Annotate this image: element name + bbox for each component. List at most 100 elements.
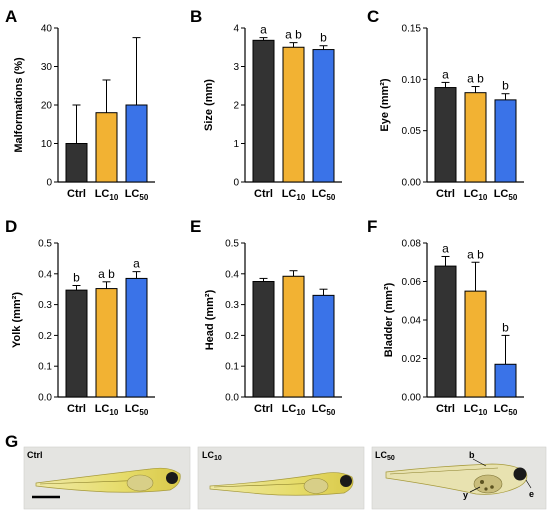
x-tick-label: LC50 [125, 188, 149, 202]
y-tick-label: 0.1 [38, 362, 52, 373]
bar-ctrl [65, 143, 88, 183]
x-tick-label: LC10 [95, 403, 119, 417]
bar-lc50 [125, 104, 148, 183]
significance-label: a b [467, 247, 484, 261]
bar-lc10 [282, 275, 305, 398]
y-tick-label: 0.3 [38, 300, 52, 311]
y-tick-label: 2 [233, 101, 239, 112]
significance-label: a b [285, 28, 302, 42]
y-tick-label: 0.5 [38, 239, 52, 250]
y-tick-label: 0.02 [402, 354, 422, 365]
y-tick-label: 0.08 [402, 239, 422, 250]
bar-lc10 [464, 290, 487, 398]
y-tick-label: 0 [46, 178, 52, 189]
significance-label: a [133, 257, 140, 271]
bar-ctrl [252, 39, 275, 183]
panel-letter: B [190, 7, 202, 26]
y-tick-label: 0.10 [402, 75, 422, 86]
y-tick-label: 0.4 [225, 269, 239, 280]
x-tick-label: Ctrl [436, 403, 455, 415]
y-axis-label: Malformations (%) [13, 57, 25, 153]
photo-label-lc10: LC10 [202, 450, 222, 462]
larva-photo-lc50: LC50 b y e [371, 446, 547, 510]
chart-c: C Eye (mm²) 0.00 0.05 0.10 0.15 a Ctrl a b LC10 b L… [367, 7, 524, 202]
significance-label: a [260, 23, 267, 37]
significance-label: a b [467, 72, 484, 86]
bar-lc10 [95, 288, 118, 398]
panel-letter: C [367, 7, 379, 26]
x-tick-label: LC10 [282, 403, 306, 417]
panel-letter: F [367, 217, 377, 236]
x-tick-label: Ctrl [254, 403, 273, 415]
chart-a: A Malformations (%) 0 10 20 30 40 Ctrl LC10 LC50 [5, 7, 155, 202]
y-tick-label: 0.3 [225, 300, 239, 311]
bar-lc10 [282, 46, 305, 183]
bar-ctrl [65, 289, 88, 398]
y-tick-label: 0.0 [38, 393, 52, 404]
y-tick-label: 0.00 [402, 178, 422, 189]
y-tick-label: 0.15 [402, 24, 422, 35]
bar-lc50 [494, 99, 517, 183]
y-tick-label: 20 [41, 101, 53, 112]
y-axis-label: Bladder (mm²) [383, 282, 395, 357]
x-tick-label: Ctrl [67, 403, 86, 415]
chart-f: F Bladder (mm²) 0.00 0.02 0.04 0.06 0.08 a Ctrl a… [367, 217, 524, 417]
y-axis-label: Head (mm²) [204, 289, 216, 350]
x-tick-label: LC50 [494, 403, 518, 417]
panel-letter: A [5, 7, 17, 26]
significance-label: a [442, 67, 449, 81]
x-tick-label: LC50 [312, 188, 336, 202]
y-tick-label: 3 [233, 62, 239, 73]
significance-label: b [502, 320, 509, 334]
y-tick-label: 0 [233, 178, 239, 189]
larva-photo-lc10: LC10 [197, 446, 365, 510]
y-tick-label: 0.1 [225, 362, 239, 373]
significance-label: b [502, 79, 509, 93]
y-tick-label: 1 [233, 139, 239, 150]
annotation-bladder: b [469, 450, 475, 460]
y-tick-label: 40 [41, 24, 53, 35]
y-tick-label: 0.5 [225, 239, 239, 250]
x-tick-label: Ctrl [436, 188, 455, 200]
photo-label-ctrl: Ctrl [27, 450, 43, 460]
x-tick-label: LC10 [95, 188, 119, 202]
bar-ctrl [434, 87, 457, 183]
bar-lc50 [494, 363, 517, 398]
x-tick-label: Ctrl [67, 188, 86, 200]
bar-lc50 [125, 277, 148, 398]
bar-lc10 [464, 92, 487, 183]
x-tick-label: LC50 [125, 403, 149, 417]
significance-label: b [320, 31, 327, 45]
y-tick-label: 0.2 [225, 331, 239, 342]
panel-letter-g: G [5, 432, 18, 451]
y-tick-label: 0.2 [38, 331, 52, 342]
chart-e: E Head (mm²) 0.0 0.1 0.2 0.3 0.4 0.5 Ctrl LC10 LC5… [190, 217, 342, 417]
x-tick-label: LC10 [282, 188, 306, 202]
x-tick-label: LC50 [312, 403, 336, 417]
y-axis-label: Yolk (mm²) [11, 292, 23, 348]
y-tick-label: 30 [41, 62, 53, 73]
y-axis-label: Size (mm) [203, 79, 215, 131]
x-tick-label: LC10 [464, 188, 488, 202]
y-tick-label: 10 [41, 139, 53, 150]
bar-ctrl [434, 265, 457, 398]
bar-lc50 [312, 49, 335, 183]
chart-b: B Size (mm) 0 1 2 3 4 a Ctrl a b LC10 b LC50 [190, 7, 342, 202]
y-tick-label: 0.0 [225, 393, 239, 404]
y-tick-label: 0.04 [402, 316, 422, 327]
x-tick-label: LC50 [494, 188, 518, 202]
bar-ctrl [252, 281, 275, 398]
larva-photo-ctrl: Ctrl [23, 446, 191, 510]
panel-letter: D [5, 217, 17, 236]
y-axis-label: Eye (mm²) [379, 78, 391, 132]
significance-label: b [73, 271, 80, 285]
chart-d: D Yolk (mm²) 0.0 0.1 0.2 0.3 0.4 0.5 b Ctrl a b LC1… [5, 217, 155, 417]
significance-label: a [442, 241, 449, 255]
photo-panel: G Ctrl LC10 [5, 432, 547, 510]
significance-label: a b [98, 267, 115, 281]
x-tick-label: Ctrl [254, 188, 273, 200]
bar-lc10 [95, 112, 118, 183]
y-tick-label: 0.06 [402, 277, 422, 288]
y-tick-label: 0.05 [402, 126, 422, 137]
